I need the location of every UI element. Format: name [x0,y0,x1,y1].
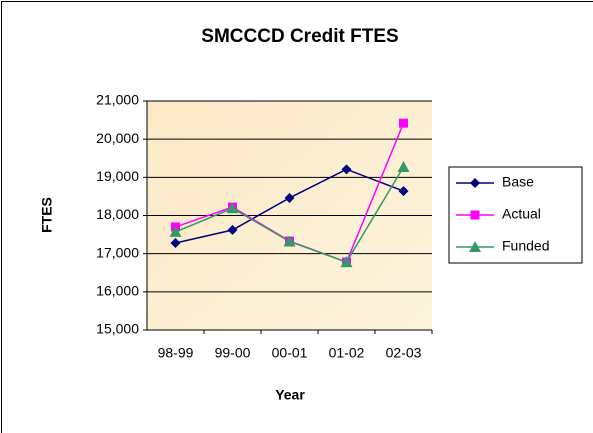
x-tick-label: 01-02 [329,345,365,361]
marker [398,186,409,197]
legend-marker [470,178,480,188]
legend-label: Actual [502,206,541,222]
legend-label: Base [502,174,534,190]
marker [227,225,238,236]
marker [397,161,410,173]
marker [283,235,296,247]
y-tick-label: 18,000 [96,206,139,222]
legend-marker [470,210,480,220]
x-tick-label: 98-99 [158,345,194,361]
y-axis-label: FTES [39,197,55,233]
x-axis-label: Year [275,387,305,403]
marker [399,118,408,128]
marker [340,256,353,268]
chart-title: SMCCCD Credit FTES [201,26,398,47]
y-tick-label: 16,000 [96,283,139,299]
marker [169,225,182,237]
y-tick-label: 21,000 [96,92,139,108]
legend-label: Funded [502,238,549,254]
y-tick-label: 15,000 [96,321,139,337]
y-tick-label: 20,000 [96,130,139,146]
legend-marker [469,241,481,252]
marker [170,237,181,248]
x-tick-label: 02-03 [386,345,422,361]
y-tick-label: 17,000 [96,244,139,260]
x-tick-label: 99-00 [215,345,251,361]
marker [341,164,352,175]
y-tick-label: 19,000 [96,168,139,184]
marker [226,202,239,214]
x-tick-label: 00-01 [272,345,308,361]
marker [284,192,295,203]
